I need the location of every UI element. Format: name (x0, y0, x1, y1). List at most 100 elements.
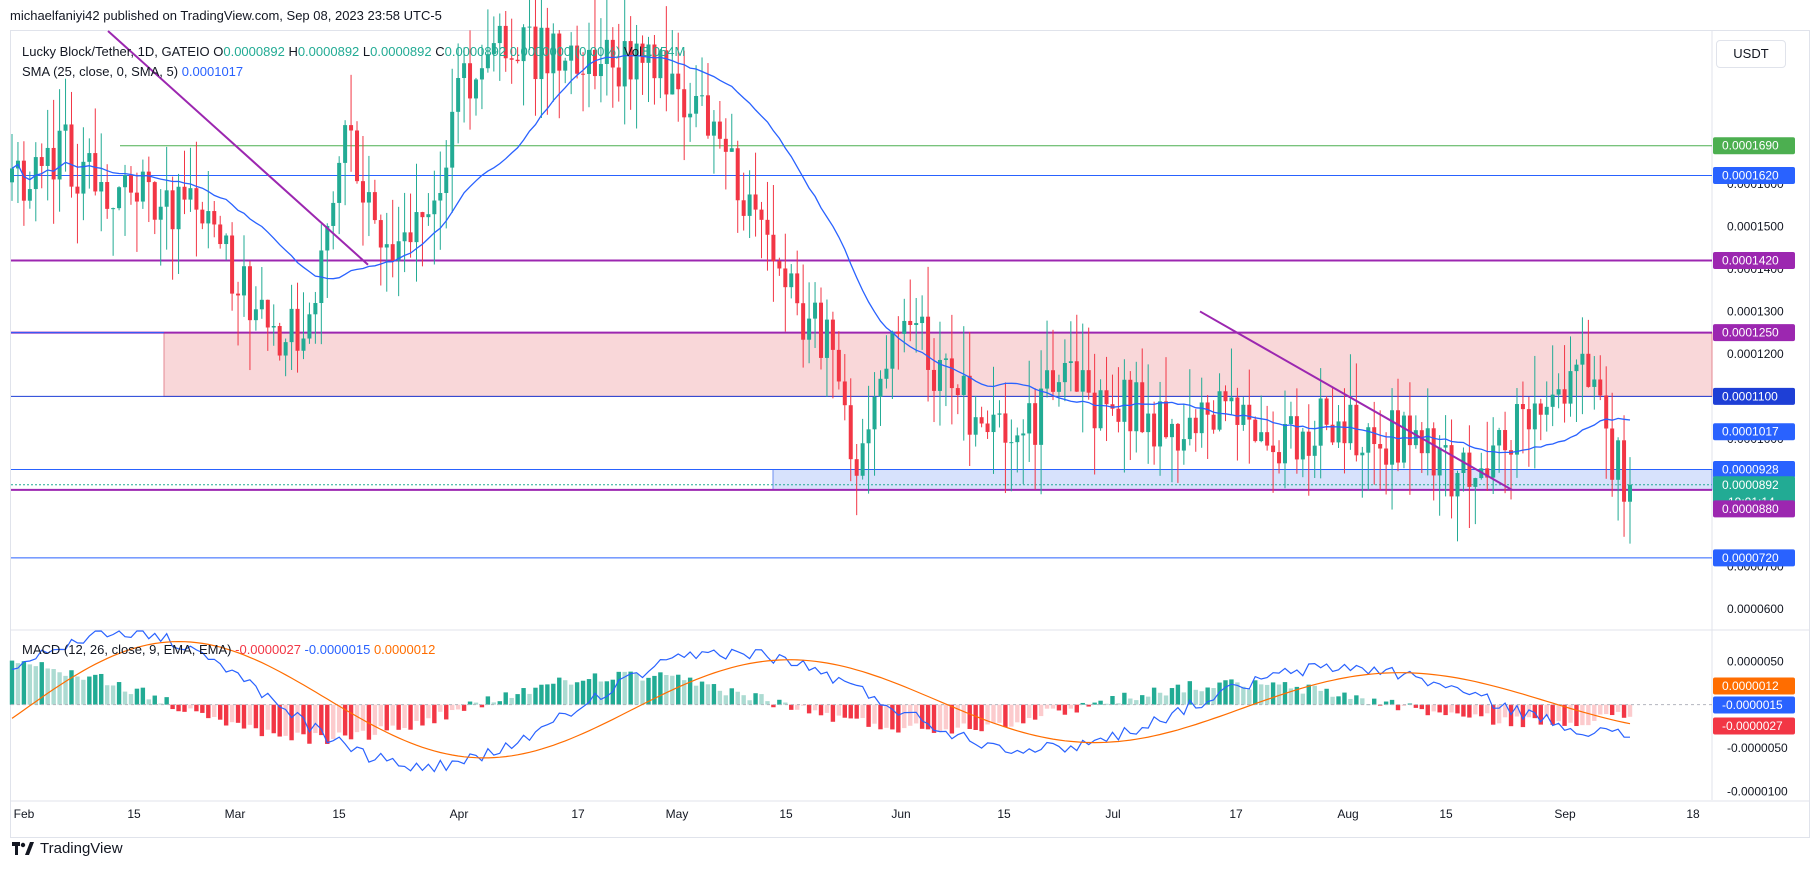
candle-body (307, 314, 312, 339)
candle-body (527, 26, 532, 28)
candle-body (1294, 416, 1299, 460)
macd-bar (1157, 692, 1163, 705)
candle-body (63, 124, 68, 131)
candle-body (741, 200, 746, 216)
time-tick-label: Feb (14, 807, 35, 821)
candle-body (343, 125, 348, 163)
candle-body (1199, 402, 1204, 434)
macd-bar (586, 679, 592, 705)
symbol-name: Lucky Block/Tether, 1D, GATEIO (22, 44, 210, 59)
macd-bar (420, 704, 425, 726)
candle-body (604, 39, 609, 64)
macd-bar (170, 704, 175, 710)
high-value: 0.0000892 (297, 44, 360, 59)
candle-body (1354, 404, 1359, 456)
candle-body (1312, 445, 1317, 456)
price-tick-label: 0.0001200 (1727, 347, 1784, 361)
candle-body (331, 202, 336, 226)
macd-bar (194, 704, 199, 712)
macd-bar (69, 670, 74, 705)
macd-label: MACD (12, 26, close, 9, EMA, EMA) (22, 642, 232, 657)
macd-bar (15, 663, 21, 705)
sma-last-badge-text: 0.0001017 (1722, 425, 1779, 439)
candle-body (128, 175, 133, 193)
macd-line (11, 630, 1631, 773)
last-price-badge-text: 0.0000892 (1722, 478, 1779, 492)
macd-bar (384, 704, 389, 731)
macd-bar (1193, 689, 1198, 705)
macd-hist-value: -0.0000027 (235, 642, 301, 657)
publisher-line: michaelfaniyi42 published on TradingView… (10, 8, 442, 23)
candle-body (949, 358, 954, 389)
candle-body (1205, 402, 1210, 415)
candle-body (1140, 382, 1145, 433)
candle-body (694, 95, 699, 114)
level-0.0000720-badge (1713, 549, 1795, 567)
macd-bar (878, 704, 883, 730)
macd-bar (372, 704, 378, 735)
time-tick-label: 17 (1229, 807, 1243, 821)
macd-bar (997, 704, 1002, 723)
candle-body (747, 194, 752, 216)
candle-body (152, 182, 157, 220)
macd-bar (866, 704, 871, 727)
macd-bar (57, 672, 62, 705)
macd-bar (1211, 688, 1216, 705)
candle-body (497, 25, 502, 44)
candle-body (1288, 416, 1293, 424)
candle-body (551, 33, 556, 74)
macd-bar (574, 682, 580, 705)
level-0.0000720-badge-text: 0.0000720 (1722, 551, 1779, 565)
macd-bar (1300, 693, 1306, 705)
macd-bar (1021, 704, 1026, 724)
candle-body (771, 234, 776, 262)
low-label: L (362, 44, 371, 59)
macd-bar (1485, 704, 1490, 714)
candle-body (932, 369, 937, 391)
macd-bar (854, 704, 859, 719)
time-tick-label: 15 (1439, 807, 1453, 821)
macd-bar (1354, 695, 1359, 705)
candle-body (783, 268, 788, 288)
macd-bar (919, 704, 925, 729)
macd-bar (1015, 704, 1020, 723)
candle-body (658, 50, 663, 79)
macd-bar (51, 669, 56, 705)
macd-bar (1306, 684, 1311, 705)
candle-body (723, 138, 728, 152)
candle-body (283, 342, 288, 356)
macd-bar (223, 704, 229, 726)
macd-bar (116, 682, 122, 705)
macd-legend: MACD (12, 26, close, 9, EMA, EMA) -0.000… (22, 642, 435, 657)
level-0.0000880-badge (1713, 500, 1795, 518)
candle-body (628, 41, 633, 80)
candle-body (1437, 447, 1442, 476)
macd-bar (616, 671, 621, 705)
macd-bar (836, 704, 842, 716)
macd-bar (1223, 680, 1228, 705)
candle-body (1116, 408, 1121, 422)
currency-button[interactable]: USDT (1716, 40, 1786, 68)
candle-body (69, 124, 74, 187)
macd-bar (1074, 704, 1079, 713)
candle-body (979, 417, 984, 424)
candle-body (1033, 403, 1038, 445)
macd-bar (449, 704, 455, 711)
footer-brand[interactable]: TradingView (12, 840, 123, 857)
candle-body (1443, 445, 1448, 448)
macd-bar (705, 684, 711, 705)
candle-body (652, 44, 657, 79)
macd-bar (229, 704, 235, 723)
macd-bar (1241, 686, 1246, 705)
candle-body (1491, 445, 1496, 478)
macd-bar (1258, 684, 1264, 705)
macd-bar (75, 676, 80, 705)
macd-bar (1330, 696, 1335, 705)
candle-body (1068, 361, 1073, 363)
macd-badge (1713, 696, 1795, 714)
candle-body (926, 316, 931, 370)
macd-bar (390, 704, 395, 726)
macd-bar (652, 675, 657, 705)
macd-bar (1562, 704, 1567, 726)
